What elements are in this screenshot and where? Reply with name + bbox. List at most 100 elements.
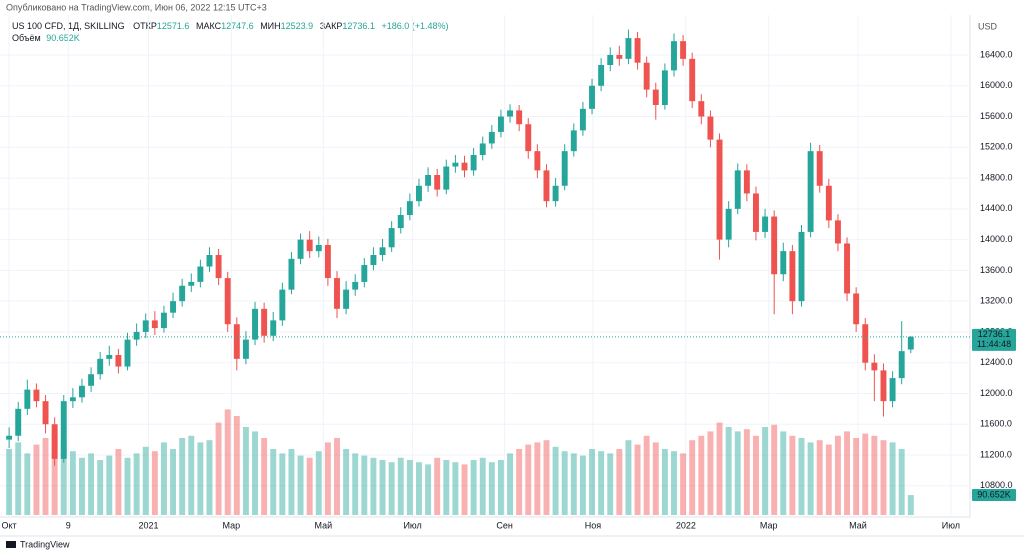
volume-bar [643,435,650,515]
candle-body [543,170,550,202]
candle-body [15,408,22,436]
candle-body [488,131,495,144]
volume-bar [15,442,22,515]
volume-bar [352,453,359,515]
volume-bar [652,442,659,515]
x-tick-label: Ноя [585,520,602,530]
volume-bar [306,457,313,515]
candle-body [907,336,914,350]
candle-body [816,151,823,186]
currency: USD [978,21,998,31]
volume-bar [907,495,914,515]
volume-bar [825,444,832,515]
candle-body [270,320,277,336]
candle-body [853,293,860,325]
candle-body [242,339,249,359]
candle-body [470,155,477,171]
candle-body [224,278,231,325]
change-value: +186.0 (+1.48%) [381,21,448,31]
volume-bar [206,440,213,515]
candle-body [625,38,632,59]
volume-bar [124,457,131,515]
volume-bar [871,435,878,515]
volume-bar [816,440,823,515]
candle-body [525,124,532,152]
volume-bar [324,442,331,515]
candle-body [889,378,896,402]
candle-body [880,370,887,402]
candle-body [379,247,386,255]
candle-body [334,278,340,309]
timer-label: 11:44:48 [977,339,1011,349]
volume-bar [844,431,851,515]
volume-bar [361,455,368,515]
volume-bar [689,440,696,515]
candle-body [762,216,769,232]
candle-body [124,339,131,367]
candle-body [343,289,350,309]
candle-body [725,208,732,240]
volume-bar [188,435,195,515]
candle-body [616,55,623,59]
volume-bar [698,435,705,515]
candle-body [680,41,687,59]
candle-body [552,185,559,202]
volume-bar [634,444,641,515]
volume-bar [625,440,632,515]
volume-bar [215,422,222,515]
volume-bar [798,438,805,515]
x-tick-label: Май [849,520,867,530]
volume-bar [661,449,668,515]
volume-bar [889,442,896,515]
legend: US 100 CFD, 1Д, SKILLING ОТКР12571.6 МАК… [12,21,449,31]
x-tick-label: 9 [66,520,71,530]
candle-body [352,281,359,290]
volume-bar [753,435,759,515]
volume-bar [771,424,778,515]
candle-body [780,251,787,275]
candle-body [324,245,331,279]
volume-label-box [972,489,1016,502]
candle-body [479,143,486,155]
close-value: 12736.1 [342,21,375,31]
candle-body [461,162,468,171]
volume-bar [288,449,295,515]
volume-bar [279,453,286,515]
high-value: 12747.6 [221,21,254,31]
volume-bar [6,449,13,515]
brand-logo [6,541,16,548]
candle-body [561,151,568,186]
candle-body [534,151,541,171]
candle-body [634,38,641,63]
candle-body [188,281,195,286]
candle-body [306,239,313,252]
volume-bar [680,453,687,515]
y-tick-label: 15600.0 [980,111,1013,121]
candle-body [179,285,186,302]
candle-body [416,185,422,202]
candle-body [133,331,140,340]
volume-bar [97,460,104,515]
candle-body [397,215,404,229]
volume-value: 90.652K [46,33,80,43]
volume-bar [461,464,468,515]
x-tick-label: Май [315,520,333,530]
volume-bar [470,460,477,515]
candle-body [516,110,523,125]
price-label: 12736.1 [978,329,1011,339]
volume-bar [179,438,186,515]
volume-bar [543,440,550,515]
volume-bar [579,455,586,515]
volume-bar [780,431,787,515]
candle-body [753,193,759,232]
candle-body [361,265,368,282]
candle-body [643,62,650,90]
candle-body [69,397,76,402]
volume-bar [370,457,377,515]
volume-bar [425,464,432,515]
volume-bar [233,416,240,515]
x-tick-label: Окт [2,520,17,530]
x-tick-label: 2021 [138,520,158,530]
candle-body [570,130,577,152]
